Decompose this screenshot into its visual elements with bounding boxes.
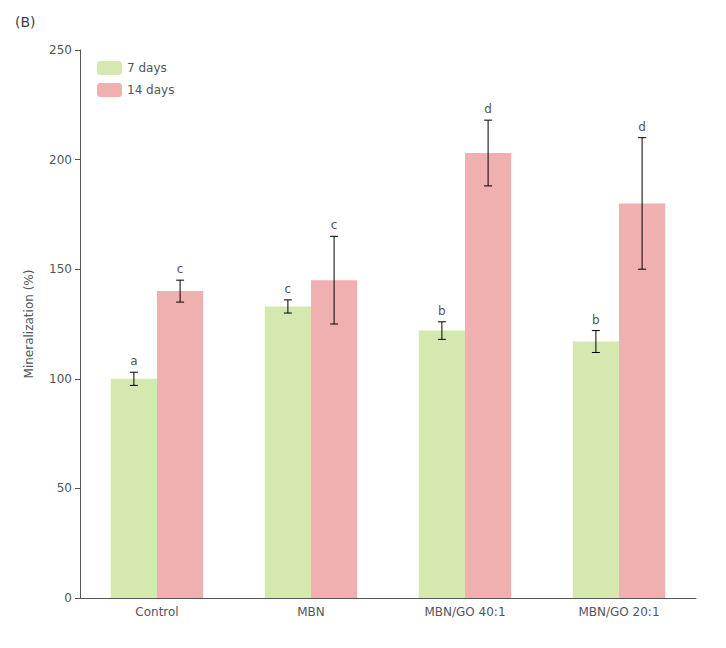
svg-text:b: b (438, 304, 446, 318)
svg-text:MBN: MBN (297, 605, 325, 619)
svg-text:MBN/GO 40:1: MBN/GO 40:1 (424, 605, 505, 619)
svg-text:d: d (484, 102, 492, 116)
svg-text:c: c (177, 262, 184, 276)
svg-text:Mineralization (%): Mineralization (%) (22, 270, 36, 379)
svg-text:MBN/GO 20:1: MBN/GO 20:1 (578, 605, 659, 619)
svg-text:7 days: 7 days (127, 61, 167, 75)
svg-text:c: c (331, 218, 338, 232)
svg-text:(B): (B) (15, 14, 36, 30)
svg-text:d: d (638, 120, 646, 134)
svg-text:200: 200 (49, 153, 72, 167)
svg-text:100: 100 (49, 372, 72, 386)
svg-text:c: c (285, 282, 292, 296)
svg-text:250: 250 (49, 43, 72, 57)
svg-text:0: 0 (64, 591, 72, 605)
svg-text:a: a (130, 354, 137, 368)
svg-text:150: 150 (49, 262, 72, 276)
svg-text:Control: Control (135, 605, 178, 619)
svg-text:14 days: 14 days (127, 83, 174, 97)
svg-text:50: 50 (57, 481, 72, 495)
svg-text:b: b (592, 313, 600, 327)
